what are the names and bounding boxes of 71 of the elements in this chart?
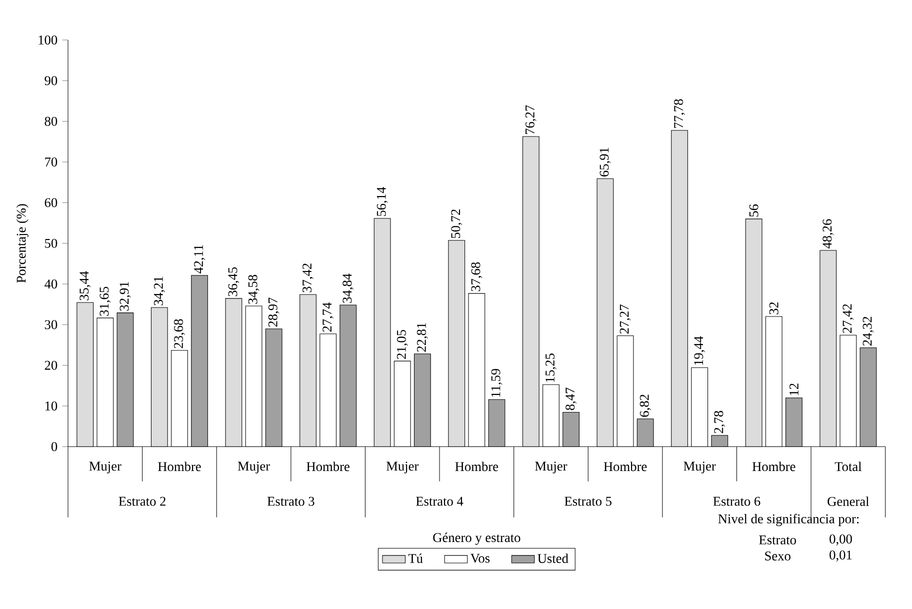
data-label: 23,68 — [174, 319, 185, 348]
legend-label: Usted — [538, 554, 568, 563]
data-label: 42,11 — [194, 245, 205, 274]
x-tick-label: Hombre — [752, 462, 796, 472]
data-label: 56 — [749, 204, 758, 217]
x-tick-label: Hombre — [455, 462, 498, 472]
data-label: 2,78 — [714, 410, 726, 434]
x-axis-title: Género y estrato — [433, 532, 520, 545]
text: Nivel de significancia por: — [718, 514, 859, 526]
y-tick-label: 40 — [44, 279, 58, 288]
data-label: 24,32 — [862, 316, 874, 346]
y-tick-label: 80 — [44, 116, 58, 126]
text: Estrato — [759, 536, 796, 544]
data-label: 27,42 — [842, 304, 854, 333]
x-tick-label: Mujer — [89, 462, 122, 474]
data-label: 27,27 — [620, 304, 631, 334]
data-label: 28,97 — [268, 298, 280, 327]
x-tick-label: Mujer — [238, 462, 270, 474]
data-label: 34,84 — [342, 274, 354, 303]
x-tick-label: Hombre — [158, 462, 201, 472]
y-tick-label: 20 — [44, 360, 58, 370]
data-label: 32 — [769, 302, 778, 314]
data-label: 50,72 — [451, 210, 462, 238]
text: Sexo — [765, 552, 790, 560]
x-tick-label: Total — [834, 462, 862, 472]
data-label: 32,91 — [120, 282, 131, 311]
text: Estrato 4 — [416, 496, 464, 506]
data-label: 65,91 — [600, 148, 611, 176]
data-label: 48,26 — [822, 219, 834, 249]
text: General — [828, 496, 870, 506]
y-tick-label: 70 — [45, 157, 58, 166]
text: 0,00 — [830, 534, 852, 546]
data-label: 56,14 — [376, 186, 388, 216]
data-label: 19,44 — [694, 336, 706, 365]
x-tick-label: Mujer — [684, 462, 716, 474]
y-axis-title: Porcentaje (%) — [16, 204, 28, 283]
text: Estrato 2 — [118, 496, 166, 506]
y-tick-label: 0 — [51, 442, 58, 452]
data-label: 31,65 — [100, 286, 111, 316]
data-label: 8,47 — [566, 388, 576, 410]
data-label: 21,05 — [396, 330, 408, 359]
y-tick-label: 10 — [45, 401, 58, 410]
data-label: 12 — [790, 384, 798, 396]
text: Estrato 3 — [267, 496, 314, 506]
y-tick-label: 100 — [38, 35, 58, 44]
data-label: 36,45 — [228, 267, 240, 296]
data-label: 34,21 — [154, 276, 165, 306]
data-label: 77,78 — [674, 99, 685, 128]
text: 0,01 — [830, 550, 852, 562]
data-label: 15,25 — [546, 354, 556, 382]
data-label: 35,44 — [80, 271, 91, 300]
y-tick-label: 90 — [44, 76, 58, 86]
data-label: 34,58 — [248, 274, 260, 304]
data-label: 11,59 — [491, 368, 502, 397]
data-label: 37,68 — [471, 262, 482, 292]
x-tick-label: Hombre — [306, 462, 350, 472]
y-tick-label: 60 — [44, 198, 58, 208]
data-label: 37,42 — [302, 264, 314, 292]
x-tick-label: Mujer — [386, 462, 419, 474]
data-label: 22,81 — [416, 323, 428, 352]
x-tick-label: Mujer — [535, 462, 568, 474]
legend-label: Tú — [408, 554, 423, 563]
y-tick-label: 30 — [44, 320, 58, 330]
text: Estrato 6 — [713, 496, 760, 506]
y-tick-label: 50 — [45, 238, 58, 248]
data-label: 6,82 — [640, 394, 651, 417]
legend-label: Vos — [470, 554, 490, 563]
x-tick-label: Hombre — [604, 462, 647, 472]
data-label: 76,27 — [525, 105, 536, 134]
text: Estrato 5 — [564, 496, 612, 506]
data-label: 27,74 — [322, 302, 334, 332]
